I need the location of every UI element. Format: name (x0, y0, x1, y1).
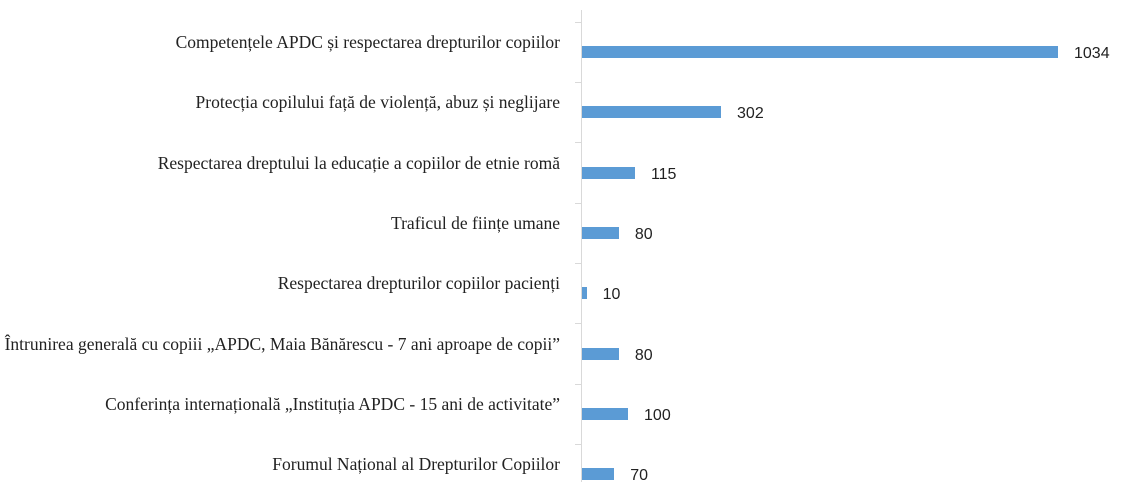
axis-tick (575, 142, 581, 144)
category-label: Forumul Național al Drepturilor Copiilor (272, 454, 560, 475)
bar (582, 46, 1058, 58)
category-label: Întrunirea generală cu copiii „APDC, Mai… (4, 333, 560, 354)
category-label: Competențele APDC și respectarea dreptur… (175, 32, 560, 52)
value-label: 302 (737, 105, 764, 123)
bar (582, 347, 619, 360)
bar (582, 287, 587, 300)
category-axis (581, 10, 582, 482)
bar (582, 407, 629, 420)
value-label: 115 (650, 165, 677, 183)
value-label: 70 (630, 467, 649, 482)
value-label: 1034 (1074, 45, 1110, 62)
category-label: Traficul de ființe umane (391, 212, 560, 233)
axis-tick (575, 202, 581, 204)
axis-tick (575, 443, 581, 445)
axis-tick (575, 21, 581, 23)
bar (582, 226, 619, 239)
category-label: Respectarea drepturilor copiilor pacienț… (277, 273, 560, 294)
axis-tick (575, 82, 581, 84)
axis-tick (575, 323, 581, 325)
axis-tick (575, 383, 581, 385)
category-label: Protecția copilului față de violență, ab… (195, 92, 560, 113)
category-label: Conferința internațională „Instituția AP… (105, 393, 560, 414)
value-label: 80 (634, 346, 653, 364)
value-label: 80 (634, 225, 653, 243)
bar (582, 166, 635, 179)
value-label: 100 (644, 406, 671, 424)
category-label: Respectarea dreptului la educație a copi… (157, 152, 560, 173)
axis-tick (575, 263, 581, 265)
value-label: 10 (602, 286, 621, 304)
bar (582, 468, 615, 481)
bar (582, 106, 722, 119)
